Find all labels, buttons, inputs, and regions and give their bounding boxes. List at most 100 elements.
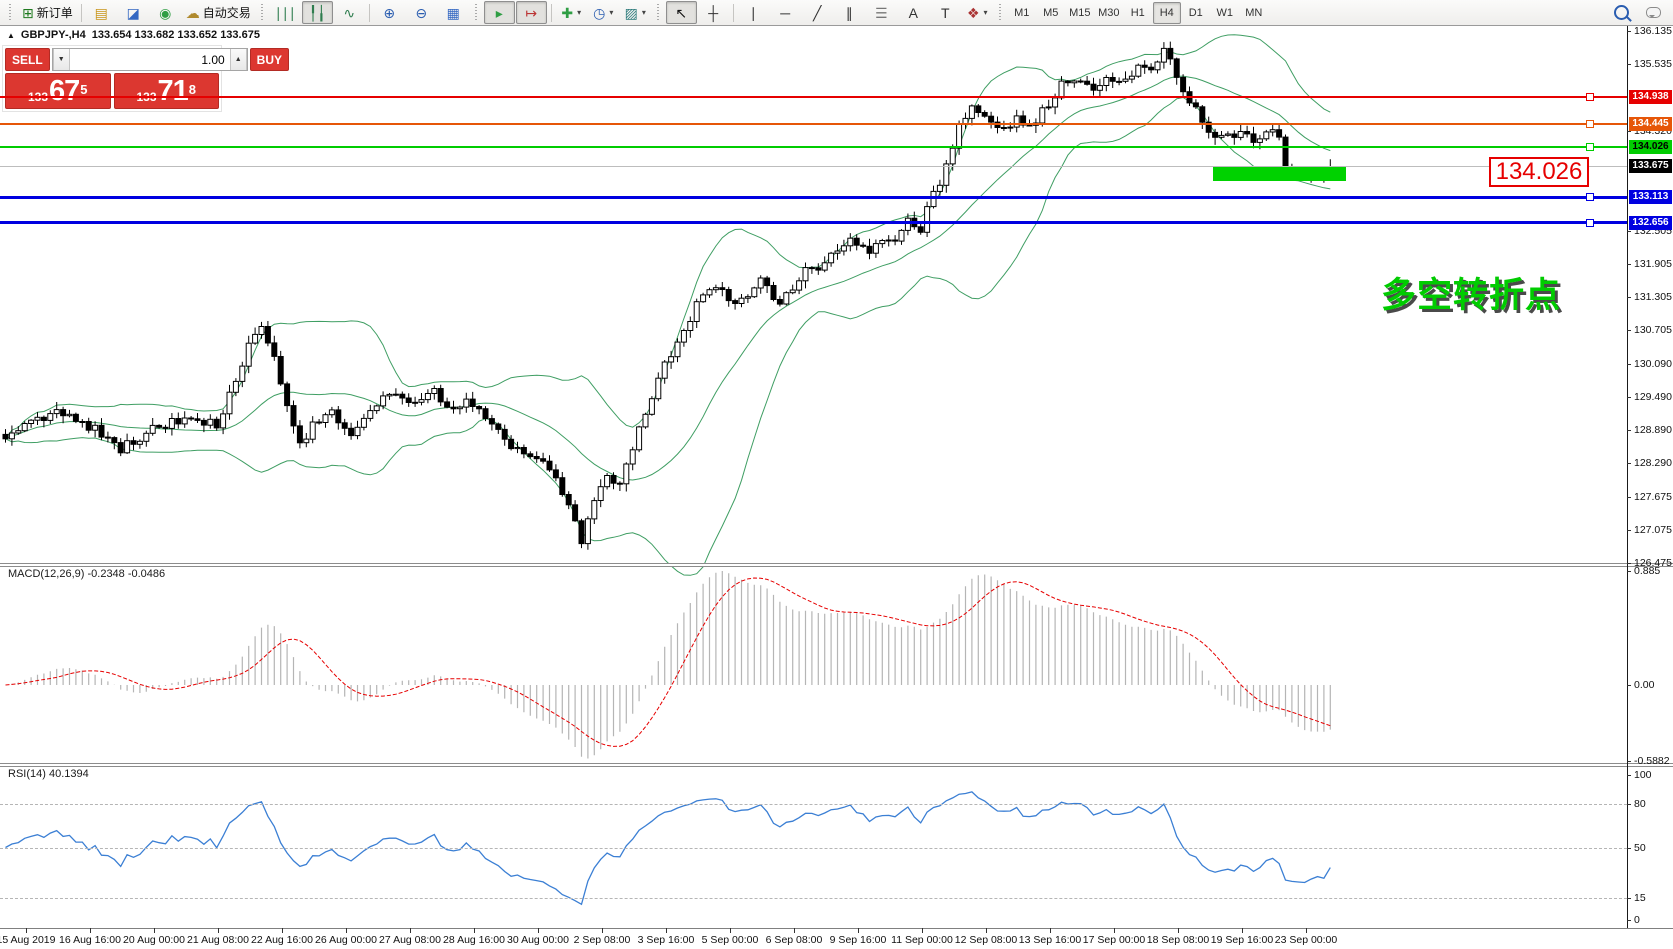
- search-button[interactable]: [1606, 1, 1637, 24]
- hline-133113[interactable]: [0, 193, 1627, 202]
- candle: [85, 421, 92, 431]
- candle: [392, 393, 399, 396]
- hline-132656[interactable]: [0, 218, 1627, 227]
- candle: [1000, 127, 1007, 129]
- hline-134026-handle[interactable]: [1586, 143, 1594, 152]
- bars-chart-button[interactable]: ∣∣∣: [270, 1, 301, 24]
- zoom-in-button[interactable]: ⊕: [374, 1, 405, 24]
- crosshair-button[interactable]: ┼: [698, 1, 729, 24]
- toolbar-drag-handle[interactable]: [259, 3, 265, 22]
- text-button[interactable]: A: [898, 1, 929, 24]
- note-text[interactable]: 多空转折点: [1381, 276, 1562, 315]
- chart-window[interactable]: 134.938 134.445 134.026 133.675 133.113 132.6…: [0, 25, 1673, 949]
- highlight-zone-rect[interactable]: [1213, 167, 1346, 181]
- timeframe-D1[interactable]: D1: [1188, 6, 1203, 19]
- timeframe-M15[interactable]: M15: [1069, 6, 1091, 19]
- toolbar-drag-handle[interactable]: [8, 3, 13, 22]
- fibonacci-button[interactable]: ☰: [866, 1, 897, 24]
- hline-134938-handle[interactable]: [1586, 92, 1594, 101]
- toolbar-drag-handle[interactable]: [997, 3, 1003, 22]
- contacts-button[interactable]: ◪: [118, 1, 149, 24]
- buy-price-sup: 8: [188, 82, 197, 97]
- collapse-panel-arrow[interactable]: ▲: [7, 30, 15, 40]
- dropdown-caret-icon[interactable]: ▾: [983, 8, 988, 17]
- hline-134445[interactable]: [0, 120, 1627, 129]
- candle: [373, 405, 380, 412]
- zoom-out-icon: ⊖: [415, 4, 428, 21]
- trendline-button[interactable]: ╱: [802, 1, 833, 24]
- symbol-header: ▲ GBPJPY-,H4 133.654 133.682 133.652 133…: [7, 29, 260, 41]
- price-tick: [1627, 263, 1631, 265]
- sell-price-button[interactable]: 133 67 5: [5, 73, 111, 109]
- dropdown-caret-icon[interactable]: ▾: [577, 8, 582, 17]
- price-tick: [1627, 496, 1631, 498]
- volume-increase-button[interactable]: ▲: [229, 49, 247, 70]
- chart-canvas[interactable]: [0, 26, 1627, 949]
- price-axis-line: [1627, 26, 1628, 928]
- hline-133113-handle[interactable]: [1586, 193, 1594, 202]
- candle: [540, 458, 547, 462]
- current-price-line[interactable]: [0, 165, 1627, 167]
- rsi-tick: [1627, 920, 1631, 921]
- horizontal-line-button[interactable]: ─: [770, 1, 801, 24]
- dropdown-caret-icon[interactable]: ▾: [641, 8, 646, 17]
- cursor-button[interactable]: ↖: [665, 1, 697, 24]
- panel-divider-macd[interactable]: [0, 563, 1673, 567]
- candle: [1148, 66, 1155, 71]
- auto-scroll-button[interactable]: ▸: [483, 1, 515, 24]
- panel-divider-rsi[interactable]: [0, 763, 1673, 767]
- candle: [604, 475, 611, 488]
- candlestick-chart-button[interactable]: ╿╽: [301, 1, 333, 24]
- horizontal-line-icon: ─: [780, 4, 791, 21]
- autotrade-button[interactable]: ☁ 自动交易: [182, 1, 255, 24]
- chat-button[interactable]: [1638, 1, 1669, 24]
- timeframe-M5[interactable]: M5: [1043, 6, 1059, 19]
- price-annotation-box[interactable]: 134.026: [1489, 157, 1589, 187]
- timeframe-M1[interactable]: M1: [1014, 6, 1030, 19]
- period-clock-button[interactable]: ◷ ▾: [588, 1, 619, 24]
- candle: [124, 440, 131, 454]
- timeframe-W1[interactable]: W1: [1216, 6, 1234, 19]
- book-button[interactable]: ▤: [86, 1, 117, 24]
- channel-button[interactable]: ∥: [834, 1, 865, 24]
- timeframe-H1[interactable]: H1: [1130, 6, 1145, 19]
- timeframe-M30[interactable]: M30: [1098, 6, 1120, 19]
- timeframe-H4[interactable]: H4: [1152, 1, 1181, 24]
- candle: [495, 423, 502, 430]
- dropdown-caret-icon[interactable]: ▾: [609, 8, 614, 17]
- volume-decrease-button[interactable]: ▼: [52, 49, 70, 70]
- candle: [725, 289, 732, 302]
- price-tick-label: 127.075: [1634, 524, 1672, 537]
- tile-windows-button[interactable]: ▦: [438, 1, 469, 24]
- zoom-out-button[interactable]: ⊖: [406, 1, 437, 24]
- sell-button[interactable]: SELL: [5, 48, 50, 71]
- time-tick-label: 15 Aug 2019: [0, 934, 56, 946]
- chart-shift-button[interactable]: ↦: [515, 1, 547, 24]
- add-indicator-button[interactable]: ✚ ▾: [556, 1, 587, 24]
- volume-input[interactable]: [69, 49, 230, 70]
- new-order-button[interactable]: ⊞ 新订单: [18, 1, 77, 24]
- signal-button[interactable]: ◉: [150, 1, 181, 24]
- candle: [1007, 126, 1014, 129]
- hline-134445-handle[interactable]: [1586, 120, 1594, 129]
- candle: [610, 475, 617, 484]
- candle: [834, 250, 841, 254]
- time-tick-label: 26 Aug 00:00: [315, 934, 377, 946]
- toolbar-drag-handle[interactable]: [655, 3, 661, 22]
- timeframe-MN[interactable]: MN: [1245, 6, 1263, 19]
- vertical-line-button[interactable]: ∣: [738, 1, 769, 24]
- candle: [1160, 47, 1167, 63]
- buy-price-button[interactable]: 133 71 8: [113, 73, 219, 109]
- shapes-button[interactable]: ❖ ▾: [962, 1, 993, 24]
- time-tick-label: 6 Sep 08:00: [765, 934, 823, 946]
- candle: [578, 520, 585, 545]
- buy-button[interactable]: BUY: [249, 48, 290, 71]
- toolbar-drag-handle[interactable]: [473, 3, 479, 22]
- candle: [284, 383, 291, 407]
- hline-132656-handle[interactable]: [1586, 218, 1594, 227]
- label-button[interactable]: T: [930, 1, 961, 24]
- hline-134938[interactable]: [0, 92, 1627, 101]
- hline-134026[interactable]: [0, 143, 1627, 152]
- template-button[interactable]: ▨ ▾: [620, 1, 651, 24]
- line-chart-button[interactable]: ∿: [334, 1, 365, 24]
